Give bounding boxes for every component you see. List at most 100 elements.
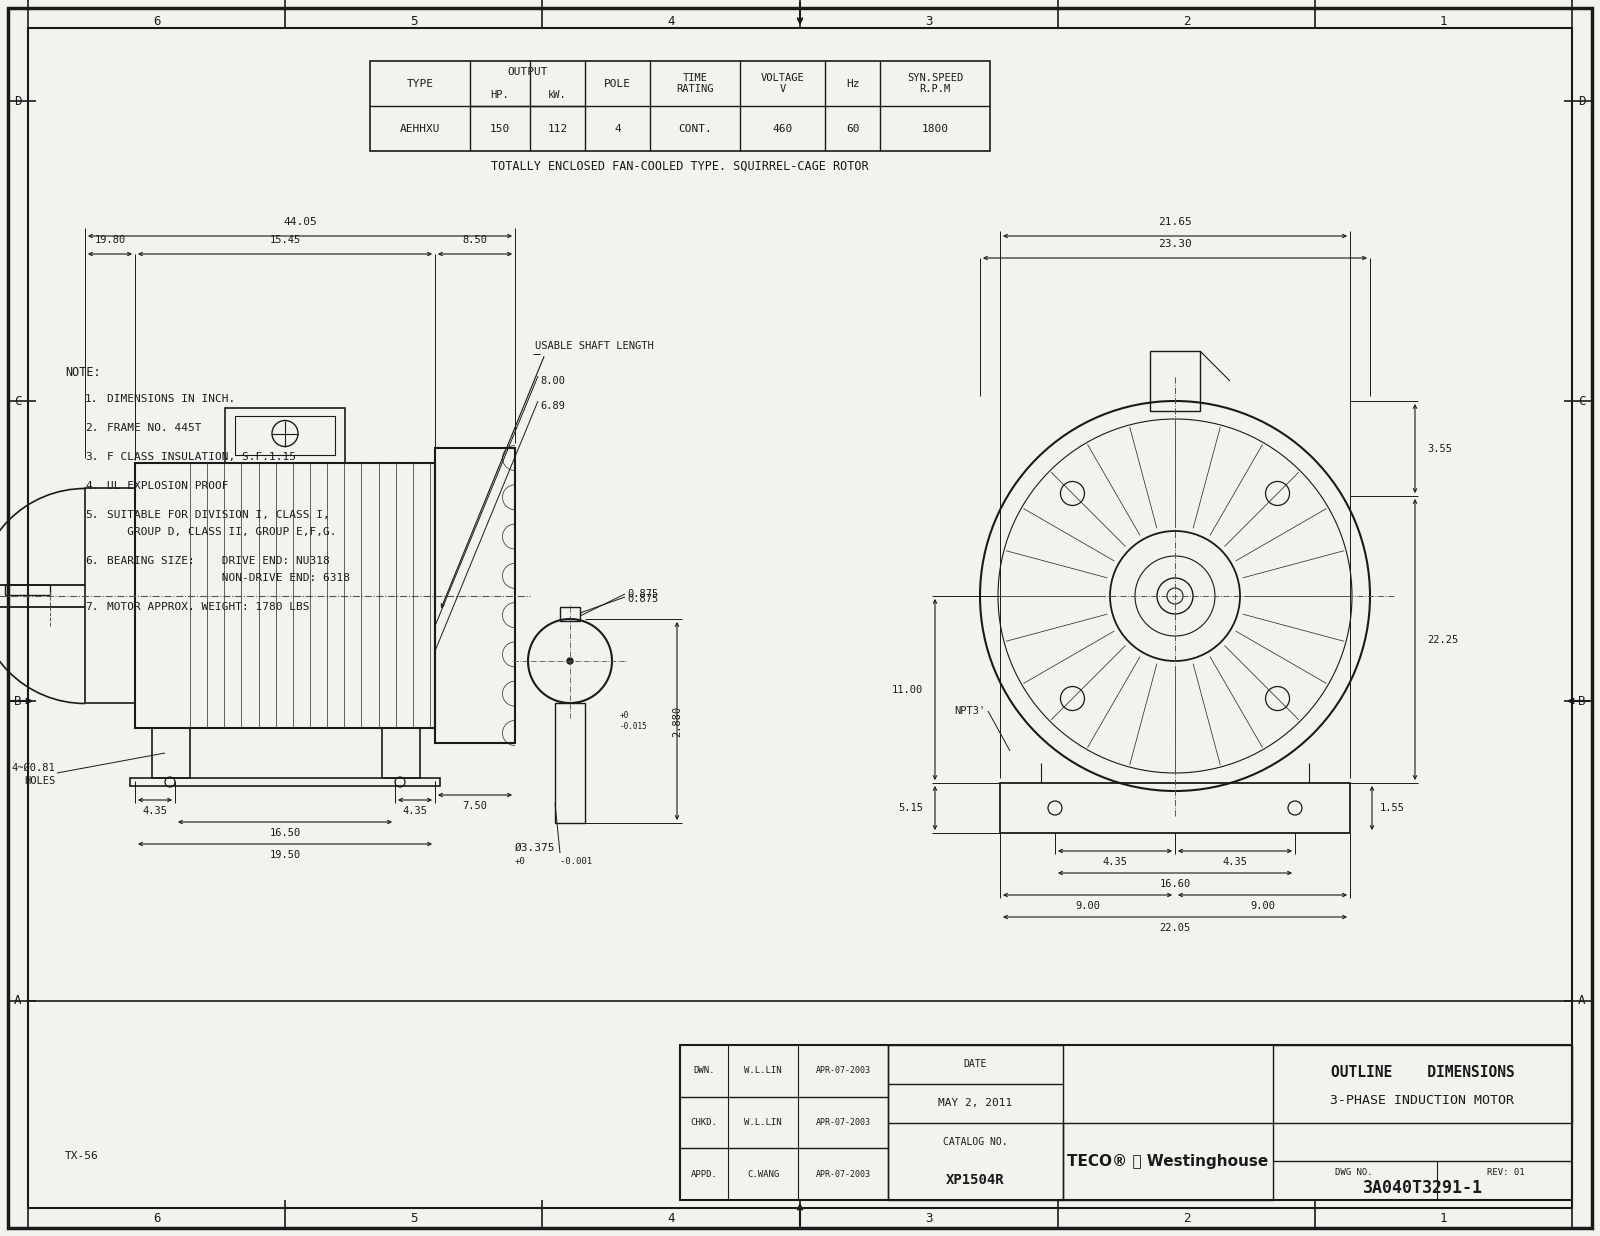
Text: 16.60: 16.60	[1160, 879, 1190, 889]
Text: POLE: POLE	[605, 79, 630, 89]
Text: 9.00: 9.00	[1075, 901, 1101, 911]
Text: MAY 2, 2011: MAY 2, 2011	[938, 1098, 1013, 1109]
Text: NOTE:: NOTE:	[66, 366, 101, 379]
Bar	[680, 1044, 1571, 1200]
Text: GROUP D, CLASS II, GROUP E,F,G.: GROUP D, CLASS II, GROUP E,F,G.	[107, 527, 336, 536]
Text: TIME
RATING: TIME RATING	[677, 73, 714, 94]
Text: 5: 5	[410, 1211, 418, 1225]
Text: 4: 4	[667, 15, 675, 27]
Text: A: A	[14, 995, 22, 1007]
Text: CONT.: CONT.	[678, 124, 712, 133]
Text: 2: 2	[1182, 1211, 1190, 1225]
Text: 3.55: 3.55	[1427, 444, 1453, 454]
Text: CHKD.: CHKD.	[691, 1119, 717, 1127]
Bar	[134, 464, 435, 728]
Text: NON-DRIVE END: 6318: NON-DRIVE END: 6318	[107, 574, 350, 583]
Bar	[235, 417, 334, 455]
Text: 21.65: 21.65	[1158, 218, 1192, 227]
Bar	[1274, 1044, 1571, 1122]
Text: 1: 1	[1440, 15, 1448, 27]
Text: 23.30: 23.30	[1158, 239, 1192, 248]
Text: 4: 4	[667, 1211, 675, 1225]
Text: TOTALLY ENCLOSED FAN-COOLED TYPE. SQUIRREL-CAGE ROTOR: TOTALLY ENCLOSED FAN-COOLED TYPE. SQUIRR…	[491, 159, 869, 173]
Bar	[370, 61, 990, 151]
Text: 4.35: 4.35	[403, 806, 427, 816]
Text: 5.: 5.	[85, 510, 99, 520]
Text: DIMENSIONS IN INCH.: DIMENSIONS IN INCH.	[107, 394, 235, 404]
Text: APR-07-2003: APR-07-2003	[816, 1067, 870, 1075]
Text: 11.00: 11.00	[891, 685, 923, 695]
Text: +0
-0.015: +0 -0.015	[621, 711, 648, 730]
Bar	[555, 703, 586, 823]
Bar	[152, 728, 190, 777]
Text: APR-07-2003: APR-07-2003	[816, 1169, 870, 1179]
Text: OUTLINE    DIMENSIONS: OUTLINE DIMENSIONS	[1331, 1065, 1514, 1080]
Bar	[888, 1044, 1062, 1200]
Text: 3: 3	[925, 1211, 933, 1225]
Text: +0: +0	[515, 857, 526, 865]
Text: 3.: 3.	[85, 452, 99, 462]
Circle shape	[566, 658, 573, 664]
Text: 3A040T3291-1: 3A040T3291-1	[1363, 1179, 1483, 1196]
Text: NPT3': NPT3'	[954, 706, 986, 716]
Text: HP.: HP.	[491, 90, 509, 100]
Bar	[85, 488, 134, 703]
Text: 460: 460	[773, 124, 792, 133]
Text: 6.: 6.	[85, 556, 99, 566]
Text: 8.00: 8.00	[541, 376, 565, 386]
Bar	[226, 408, 346, 464]
Bar	[1000, 782, 1350, 833]
Text: 6.89: 6.89	[541, 400, 565, 412]
Text: Ø3.375: Ø3.375	[515, 843, 555, 853]
Text: 4.35: 4.35	[142, 806, 168, 816]
Text: 4.: 4.	[85, 481, 99, 491]
Text: 22.25: 22.25	[1427, 634, 1458, 644]
Bar	[130, 777, 440, 786]
Text: DATE: DATE	[963, 1059, 987, 1069]
Text: FRAME NO. 445T: FRAME NO. 445T	[107, 423, 202, 433]
Text: C: C	[1578, 394, 1586, 408]
Text: D: D	[1578, 94, 1586, 108]
Text: APR-07-2003: APR-07-2003	[816, 1119, 870, 1127]
Text: 22.05: 22.05	[1160, 923, 1190, 933]
Text: C: C	[14, 394, 22, 408]
Text: 8.50: 8.50	[462, 235, 488, 245]
Bar	[1150, 351, 1200, 412]
Text: SYN.SPEED
R.P.M: SYN.SPEED R.P.M	[907, 73, 963, 94]
Text: -0.001: -0.001	[533, 857, 592, 865]
Text: DWN.: DWN.	[693, 1067, 715, 1075]
Text: 2: 2	[1182, 15, 1190, 27]
Text: HOLES: HOLES	[24, 776, 54, 786]
Text: 3-PHASE INDUCTION MOTOR: 3-PHASE INDUCTION MOTOR	[1331, 1094, 1515, 1107]
Text: VOLTAGE
V: VOLTAGE V	[760, 73, 805, 94]
Text: 4~Ø0.81: 4~Ø0.81	[11, 763, 54, 772]
Text: UL EXPLOSION PROOF: UL EXPLOSION PROOF	[107, 481, 229, 491]
Text: kW.: kW.	[549, 90, 566, 100]
Bar	[560, 607, 581, 620]
Text: 0.875: 0.875	[627, 595, 658, 604]
Text: 5.15: 5.15	[898, 803, 923, 813]
Text: 2.: 2.	[85, 423, 99, 433]
Text: C.WANG: C.WANG	[747, 1169, 779, 1179]
Bar	[382, 728, 421, 777]
Text: TYPE: TYPE	[406, 79, 434, 89]
Text: AEHHXU: AEHHXU	[400, 124, 440, 133]
Text: OUTPUT: OUTPUT	[507, 67, 547, 77]
Text: 1.55: 1.55	[1379, 803, 1405, 813]
Text: CATALOG NO.: CATALOG NO.	[942, 1137, 1008, 1147]
Text: 112: 112	[547, 124, 568, 133]
Text: 5: 5	[410, 15, 418, 27]
Text: USABLE SHAFT LENGTH: USABLE SHAFT LENGTH	[534, 341, 654, 351]
Text: B: B	[14, 695, 22, 707]
Text: XP1504R: XP1504R	[946, 1173, 1005, 1187]
Text: REV: 01: REV: 01	[1488, 1168, 1525, 1177]
Text: 15.45: 15.45	[269, 235, 301, 245]
Text: 7.50: 7.50	[462, 801, 488, 811]
Text: 2.880: 2.880	[672, 706, 682, 737]
Text: 1: 1	[1440, 1211, 1448, 1225]
Text: 0.875: 0.875	[627, 590, 658, 599]
Bar	[435, 447, 515, 743]
Text: TX-56: TX-56	[66, 1151, 99, 1161]
Text: TECO® ⓦ Westinghouse: TECO® ⓦ Westinghouse	[1067, 1153, 1269, 1169]
Text: 60: 60	[846, 124, 859, 133]
